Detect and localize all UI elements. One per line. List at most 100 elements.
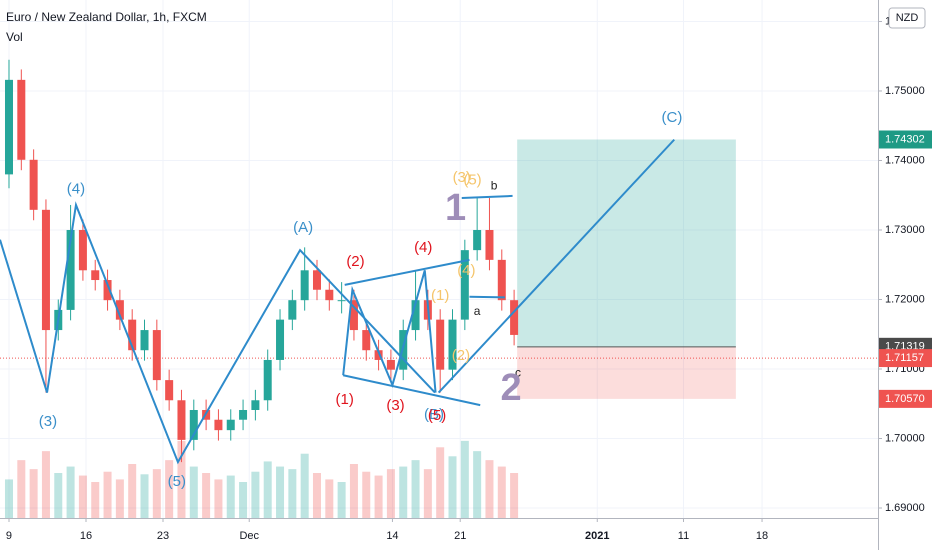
candle-body bbox=[386, 359, 395, 370]
wave-label: (5) bbox=[168, 473, 186, 490]
wave-label: (B) bbox=[424, 406, 444, 423]
candle-body bbox=[29, 159, 38, 210]
y-tick-label: 1.70000 bbox=[885, 432, 925, 444]
chart-title: Euro / New Zealand Dollar, 1h, FXCM bbox=[6, 10, 207, 24]
volume-bar bbox=[4, 479, 13, 518]
candle-body bbox=[448, 319, 457, 370]
candle-body bbox=[214, 419, 223, 431]
wave-label: b bbox=[491, 178, 498, 192]
wave-label: (3) bbox=[386, 397, 404, 414]
volume-bar bbox=[140, 474, 149, 518]
profit-zone bbox=[517, 139, 736, 347]
volume-bar bbox=[411, 460, 420, 518]
wave-label: (2) bbox=[346, 253, 364, 270]
loss-zone bbox=[517, 346, 736, 399]
big-wave-label: 2 bbox=[500, 367, 521, 409]
candle-body bbox=[436, 319, 445, 370]
wave-label: (5) bbox=[428, 407, 446, 424]
trend-line bbox=[342, 374, 481, 407]
volume-bar bbox=[239, 482, 248, 518]
y-tick-label: 1.72000 bbox=[885, 293, 925, 305]
candle-body bbox=[152, 330, 161, 381]
wave-label: (1) bbox=[336, 391, 354, 408]
price-tag bbox=[879, 389, 932, 408]
candle-body bbox=[165, 380, 174, 401]
y-tick-label: 1.75000 bbox=[885, 85, 925, 97]
x-tick-label: 23 bbox=[157, 530, 169, 542]
volume-bar bbox=[497, 466, 506, 518]
candle-body bbox=[177, 400, 186, 440]
candles bbox=[4, 59, 519, 463]
candle-body bbox=[325, 289, 334, 301]
volume-label: Vol bbox=[6, 30, 23, 44]
volume-bar bbox=[485, 460, 494, 518]
trend-line bbox=[469, 295, 505, 299]
volume-bar bbox=[399, 466, 408, 518]
candle-body bbox=[485, 229, 494, 260]
volume-bar bbox=[17, 460, 26, 518]
volume-bar bbox=[91, 482, 100, 518]
volume-bar bbox=[251, 471, 260, 518]
candle-body bbox=[362, 330, 371, 351]
candle-body bbox=[128, 319, 137, 351]
candle-body bbox=[460, 250, 469, 320]
volume-bar bbox=[103, 471, 112, 518]
candle-body bbox=[103, 280, 112, 301]
volume-bar bbox=[41, 451, 50, 518]
volume-bar bbox=[312, 473, 321, 518]
volume-bar bbox=[177, 440, 186, 518]
wave-label: (5) bbox=[463, 172, 481, 189]
volume-bar bbox=[349, 464, 358, 518]
volume-bar bbox=[202, 473, 211, 518]
volume-bar bbox=[263, 461, 272, 518]
x-tick-label: 14 bbox=[386, 530, 398, 542]
volume-bar bbox=[325, 479, 334, 518]
drawings: (4)(3)(5)(A)(C)(B)(1)(2)(3)(4)(5)(3)(5)(… bbox=[0, 109, 682, 490]
time-axis bbox=[0, 518, 878, 550]
trend-line bbox=[344, 258, 470, 286]
volume-pane bbox=[4, 440, 519, 518]
wave-label: (4) bbox=[67, 181, 85, 198]
x-tick-label: 18 bbox=[756, 530, 768, 542]
candle-body bbox=[510, 300, 519, 335]
wave-label: c bbox=[515, 365, 521, 379]
volume-bar bbox=[362, 471, 371, 518]
candle-body bbox=[497, 259, 506, 301]
price-tag-label: 1.71157 bbox=[885, 352, 924, 364]
wave-label: a bbox=[474, 304, 481, 318]
wave-label: (1) bbox=[431, 287, 449, 304]
candle-body bbox=[300, 270, 309, 301]
wave-label: (2) bbox=[452, 347, 470, 364]
candle-body bbox=[263, 359, 272, 401]
volume-bar bbox=[374, 475, 383, 518]
volume-bar bbox=[423, 469, 432, 518]
big-wave-label: 1 bbox=[445, 187, 466, 229]
candle-body bbox=[239, 409, 248, 420]
candle-body bbox=[4, 79, 13, 175]
volume-bar bbox=[448, 456, 457, 518]
x-tick-label: 16 bbox=[80, 530, 92, 542]
price-tag bbox=[879, 349, 932, 368]
volume-bar bbox=[386, 469, 395, 518]
candle-body bbox=[349, 300, 358, 331]
volume-bar bbox=[460, 440, 469, 518]
volume-bar bbox=[152, 469, 161, 518]
volume-bar bbox=[78, 475, 87, 518]
volume-bar bbox=[128, 464, 137, 518]
volume-bar bbox=[29, 469, 38, 518]
price-axis bbox=[878, 0, 932, 550]
volume-bar bbox=[276, 466, 285, 518]
candle-body bbox=[226, 419, 235, 431]
candle-body bbox=[66, 229, 75, 310]
y-tick-label: 1.69000 bbox=[885, 502, 925, 514]
candle-body bbox=[78, 229, 87, 271]
candle-body bbox=[41, 209, 50, 331]
volume-bar bbox=[436, 447, 445, 518]
price-tag bbox=[879, 130, 932, 149]
volume-bar bbox=[337, 482, 346, 518]
volume-bar bbox=[54, 473, 63, 518]
candle-body bbox=[189, 409, 198, 440]
candle-body bbox=[288, 300, 297, 320]
